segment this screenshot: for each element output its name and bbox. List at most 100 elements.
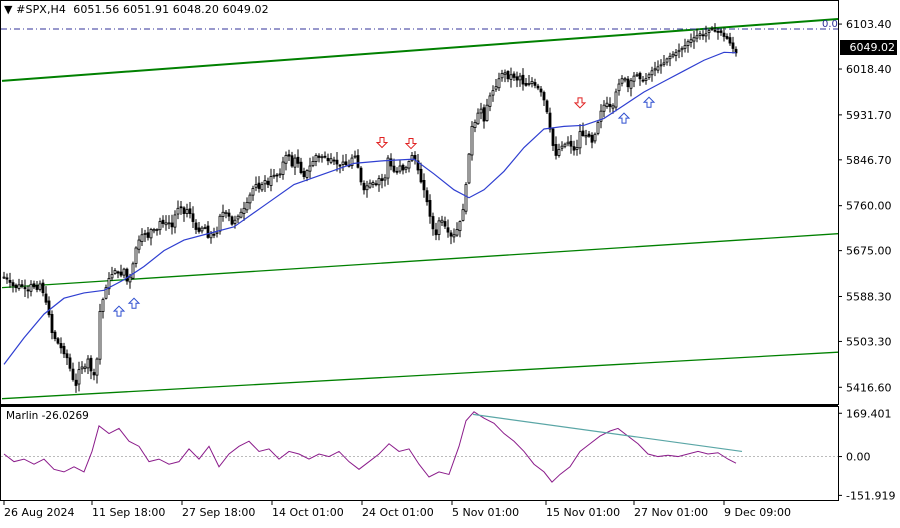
candle-body — [404, 166, 408, 170]
candle-body — [659, 64, 663, 67]
candle-body — [251, 188, 255, 196]
candle-body — [98, 311, 102, 360]
candle-body — [563, 143, 567, 147]
candle-body — [191, 213, 195, 222]
candle-body — [587, 133, 591, 137]
candle-body — [362, 182, 366, 191]
candle-body — [509, 74, 513, 80]
candle-body — [398, 165, 402, 172]
candle-body — [410, 155, 414, 162]
candle-body — [440, 219, 444, 223]
up-arrow-icon — [642, 96, 656, 108]
candle-body — [242, 207, 246, 214]
candle-body — [296, 156, 300, 164]
x-tick-label: 9 Dec 09:00 — [724, 506, 791, 519]
candle-body — [701, 34, 705, 37]
candle-body — [650, 70, 654, 76]
y-tick-label: 5503.30 — [846, 335, 892, 348]
y-tick-label: 5846.70 — [846, 154, 892, 167]
candle-body — [257, 182, 261, 189]
candle-body — [596, 121, 600, 134]
candle-body — [731, 42, 735, 49]
down-arrow-icon — [375, 137, 389, 149]
candle-body — [725, 36, 729, 39]
candle-body — [119, 271, 123, 276]
candle-body — [155, 229, 159, 231]
candle-body — [287, 154, 291, 157]
candle-body — [407, 160, 411, 169]
candle-body — [590, 134, 594, 143]
candle-body — [32, 283, 36, 288]
current-price-tag: 6049.02 — [840, 40, 897, 55]
candle-body — [419, 168, 423, 183]
candle-body — [380, 178, 384, 181]
fib-level: 0.0 — [1, 19, 838, 30]
candle-body — [65, 353, 69, 359]
candle-body — [584, 135, 588, 138]
candle-body — [173, 214, 177, 228]
candle-body — [446, 227, 450, 233]
candle-body — [125, 268, 129, 282]
candle-body — [572, 146, 576, 151]
candle-body — [122, 268, 126, 276]
candle-body — [728, 37, 732, 44]
candle-body — [14, 284, 18, 289]
candle-body — [206, 225, 210, 238]
ind-y-tick-label: -151.919 — [846, 489, 895, 502]
candle-body — [431, 216, 435, 230]
symbol-collapse-icon[interactable]: ▼ — [4, 3, 13, 16]
candle-body — [608, 103, 612, 107]
candle-body — [437, 220, 441, 235]
candle-body — [293, 157, 297, 168]
candle-body — [17, 284, 21, 289]
candle-body — [482, 107, 486, 122]
candle-body — [428, 200, 432, 217]
x-tick-label: 5 Nov 01:00 — [452, 506, 519, 519]
candle-body — [569, 140, 573, 147]
x-tick-label: 15 Nov 01:00 — [546, 506, 620, 519]
candle-body — [2, 276, 6, 279]
up-arrow-icon — [617, 112, 631, 124]
candle-body — [623, 78, 627, 81]
candle-body — [317, 155, 321, 158]
candle-body — [128, 276, 132, 283]
candle-body — [605, 102, 609, 107]
ma-line — [3, 51, 737, 365]
candle-body — [368, 182, 372, 188]
candle-body — [104, 287, 108, 299]
candle-body — [113, 270, 117, 274]
candle-body — [134, 247, 138, 264]
candle-body — [290, 155, 294, 167]
candle-body — [131, 263, 135, 279]
candle-body — [254, 184, 258, 188]
candle-body — [11, 282, 15, 287]
candle-body — [80, 366, 84, 370]
candle-body — [323, 155, 327, 158]
candle-body — [338, 164, 342, 167]
candle-body — [458, 221, 462, 232]
candle-body — [41, 282, 45, 294]
candle-body — [485, 104, 489, 121]
candle-body — [716, 30, 720, 33]
candle-body — [497, 78, 501, 89]
candle-body — [698, 33, 702, 36]
candle-body — [671, 53, 675, 57]
candle-body — [161, 219, 165, 224]
candle-body — [188, 208, 192, 215]
candle-body — [473, 121, 477, 128]
y-tick-label: 5416.60 — [846, 381, 892, 394]
candle-body — [236, 215, 240, 220]
candle-body — [230, 216, 234, 225]
y-tick-label: 5588.30 — [846, 290, 892, 303]
candle-body — [545, 100, 549, 113]
candle-body — [326, 157, 330, 162]
candle-body — [599, 110, 603, 122]
candle-body — [92, 372, 96, 376]
y-tick-label: 5760.00 — [846, 200, 892, 213]
candle-body — [47, 300, 51, 316]
x-tick-label: 26 Aug 2024 — [4, 506, 74, 519]
candle-body — [38, 283, 42, 290]
candle-body — [479, 108, 483, 114]
candle-body — [629, 80, 633, 89]
candle-body — [77, 369, 81, 385]
